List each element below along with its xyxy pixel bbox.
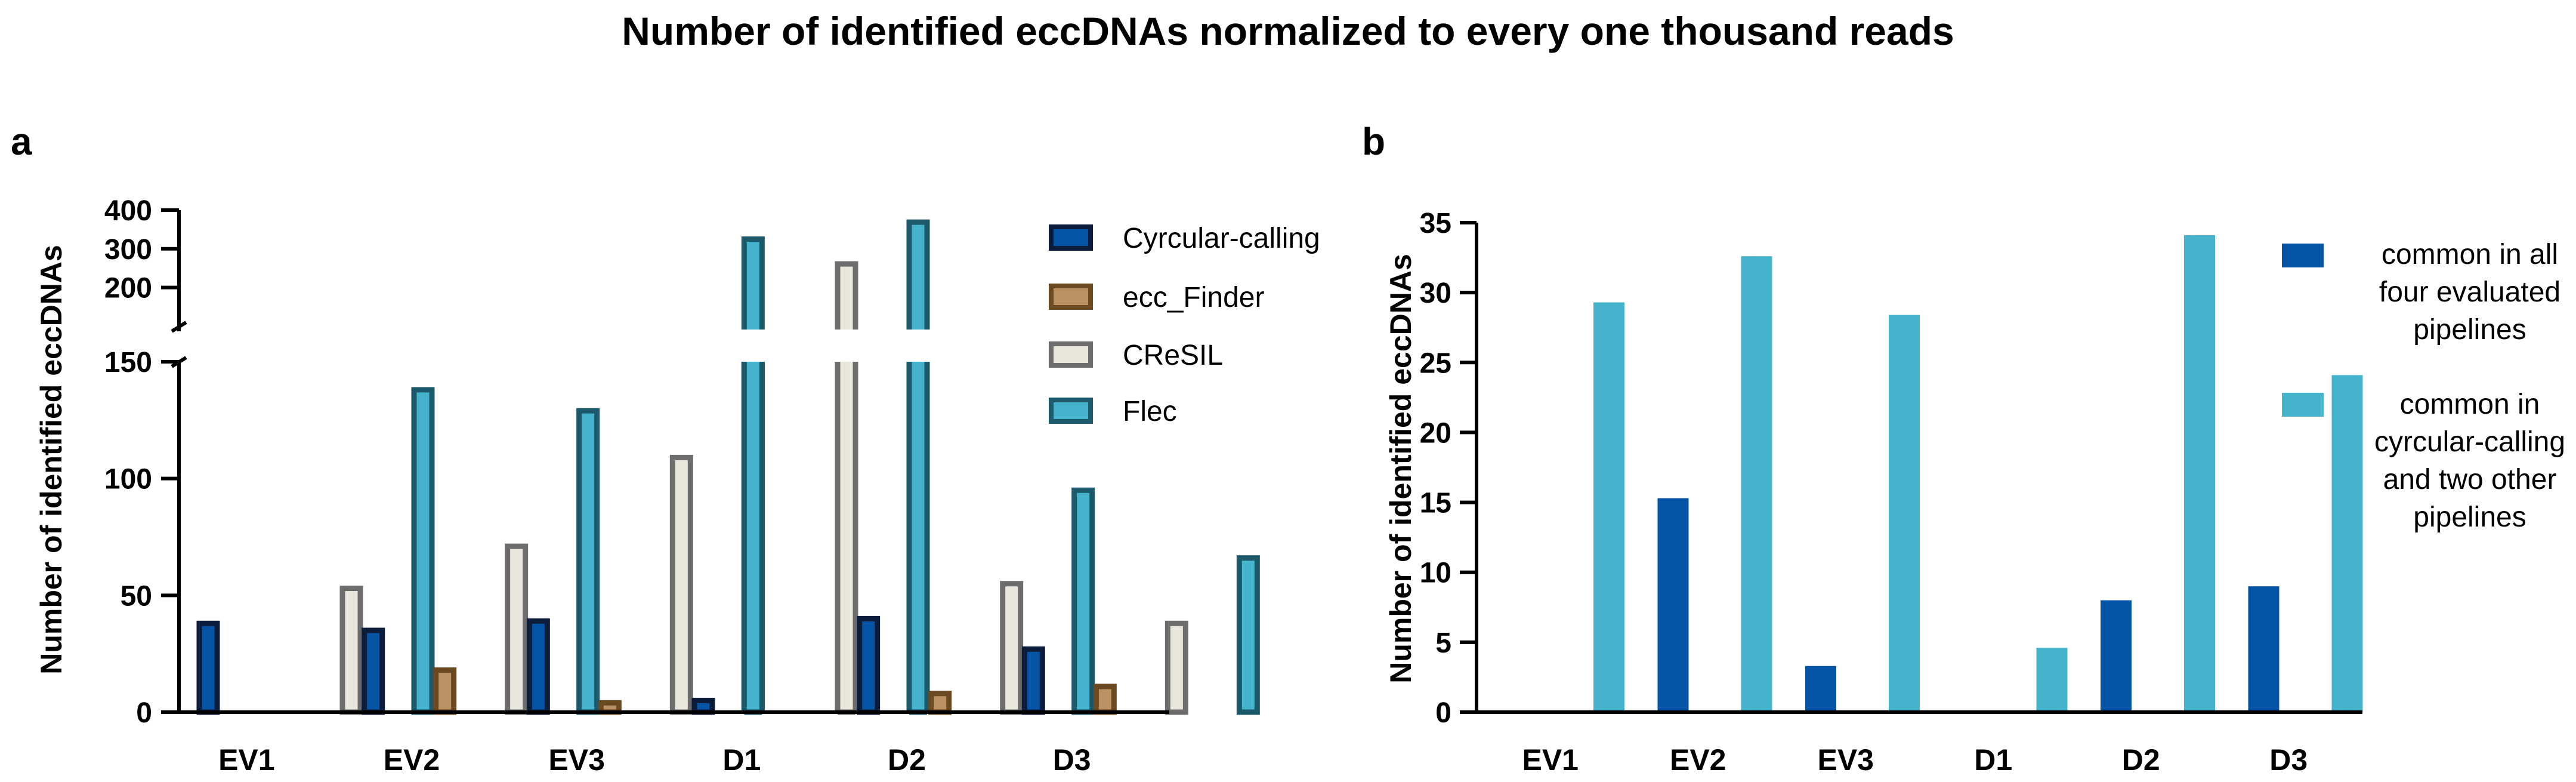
figure-title: Number of identified eccDNAs normalized … (622, 9, 1954, 53)
bar-a-flec-ev3-lower-fill (744, 362, 762, 712)
y-tick-a-200: 200 (104, 273, 152, 304)
bar-a-flec-ev3-upper-fill (744, 239, 762, 331)
bar-a-cyrcular-calling-d3 (1021, 646, 1045, 715)
bar-b-common-all-four-d2 (2101, 600, 2132, 712)
x-tick-b-ev3: EV3 (1817, 743, 1874, 777)
x-tick-a-d2: D2 (888, 743, 926, 777)
legend-a-label-cyrcular-calling: Cyrcular-calling (1123, 223, 1320, 254)
bar-b-common-cyrcular-two-d1 (2036, 648, 2068, 712)
bar-a-cyrcular-calling-ev1 (196, 620, 220, 715)
bar-a-ecc-finder-d3 (1093, 684, 1117, 715)
bar-a-cresil-ev1 (339, 586, 363, 715)
legend-a-label-flec: Flec (1123, 396, 1177, 427)
panel-label-b: b (1362, 120, 1386, 163)
legend-a-swatch-cyrcular-calling (1049, 224, 1093, 251)
bar-a-flec-d1-lower-fill (909, 362, 927, 712)
bar-a-flec-ev2 (576, 408, 600, 715)
x-tick-b-d1: D1 (1974, 743, 2012, 777)
y-tick-b-0: 0 (1435, 697, 1451, 729)
bar-a-flec-ev3-upper-edge (741, 236, 765, 331)
y-tick-b-30: 30 (1420, 278, 1451, 309)
y-tick-a-100: 100 (104, 464, 152, 495)
bar-a-cyrcular-calling-ev3 (526, 618, 550, 715)
x-tick-a-d3: D3 (1053, 743, 1091, 777)
bar-a-cresil-d3 (1165, 620, 1188, 715)
y-axis-label-b: Number of identified eccDNAs (1384, 254, 1417, 684)
bar-b-common-cyrcular-two-ev3 (1889, 315, 1920, 712)
bar-b-common-cyrcular-two-d3 (2331, 375, 2363, 712)
bar-a-cyrcular-calling-d2 (857, 615, 881, 715)
y-tick-b-25: 25 (1420, 347, 1451, 379)
legend-a-label-ecc-finder: ecc_Finder (1123, 282, 1264, 313)
legend-a-swatch-ecc-finder (1049, 284, 1093, 310)
bar-b-common-all-four-ev3 (1805, 666, 1836, 712)
legend-b-label-common-cyrcular-two-line-3: and two other (2383, 464, 2557, 495)
legend-b-label-common-all-four-line-1: common in all (2382, 239, 2558, 270)
bar-b-common-cyrcular-two-ev1 (1593, 302, 1624, 712)
x-tick-b-ev1: EV1 (1522, 743, 1579, 777)
bar-a-cresil-ev3 (669, 454, 693, 715)
legend-b-swatch-common-all-four (2282, 244, 2324, 267)
legend-b-label-common-all-four-line-2: four evaluated (2379, 276, 2560, 308)
x-tick-a-ev3: EV3 (548, 743, 605, 777)
y-tick-a-50: 50 (121, 580, 152, 612)
y-tick-a-400: 400 (104, 195, 152, 227)
y-axis-label-a: Number of identified eccDNAs (35, 245, 68, 675)
y-axis-break-mark-top (171, 321, 187, 333)
y-tick-b-35: 35 (1420, 208, 1451, 239)
bar-a-flec-ev3-break-gap (738, 330, 768, 358)
bar-a-flec-ev1 (411, 387, 435, 715)
y-tick-a-0: 0 (136, 697, 152, 729)
legend-b-label-common-cyrcular-two-line-1: common in (2400, 389, 2540, 420)
bar-b-common-all-four-ev2 (1657, 498, 1689, 712)
y-tick-b-10: 10 (1420, 558, 1451, 589)
bar-a-cyrcular-calling-ev2 (362, 627, 385, 715)
bar-a-cresil-d1-upper-fill (838, 264, 855, 331)
bar-a-ecc-finder-d2 (928, 691, 952, 715)
legend-b-label-common-cyrcular-two-line-4: pipelines (2413, 501, 2526, 533)
bar-b-common-all-four-d3 (2248, 586, 2280, 712)
bar-a-ecc-finder-ev2 (433, 667, 457, 715)
y-tick-a-300: 300 (104, 234, 152, 266)
x-tick-b-d3: D3 (2269, 743, 2308, 777)
bar-a-cresil-d1-break-gap (832, 330, 861, 358)
bar-a-flec-d1-break-gap (903, 330, 933, 358)
y-tick-b-15: 15 (1420, 488, 1451, 519)
bar-b-common-cyrcular-two-ev2 (1741, 256, 1772, 712)
bar-a-cresil-ev2 (505, 543, 529, 715)
legend-a-swatch-flec (1049, 398, 1093, 424)
legend-b-label-common-cyrcular-two-line-2: cyrcular-calling (2374, 426, 2565, 458)
bar-a-flec-d2 (1071, 487, 1095, 715)
panel-label-a: a (11, 120, 32, 163)
x-tick-b-ev2: EV2 (1670, 743, 1726, 777)
bar-b-common-cyrcular-two-d2 (2184, 235, 2215, 713)
legend-a-label-cresil: CReSIL (1123, 340, 1223, 371)
bar-a-flec-d1-upper-edge (906, 219, 930, 331)
y-tick-b-5: 5 (1435, 627, 1451, 659)
bar-a-cresil-d1-upper-edge (835, 261, 858, 331)
x-tick-a-d1: D1 (722, 743, 761, 777)
bar-a-flec-d3 (1236, 555, 1260, 715)
x-tick-a-ev1: EV1 (218, 743, 275, 777)
x-tick-b-d2: D2 (2122, 743, 2160, 777)
bar-a-cresil-d1-lower-fill (838, 362, 855, 712)
bar-a-flec-d1-upper-fill (909, 222, 927, 331)
legend-a-swatch-cresil (1049, 341, 1093, 368)
bar-a-cresil-d2 (1000, 581, 1024, 715)
legend-b-label-common-all-four-line-3: pipelines (2413, 314, 2526, 346)
x-tick-a-ev2: EV2 (384, 743, 440, 777)
y-tick-a-150: 150 (104, 347, 152, 378)
legend-b-swatch-common-cyrcular-two (2282, 393, 2324, 417)
y-tick-b-20: 20 (1420, 417, 1451, 449)
